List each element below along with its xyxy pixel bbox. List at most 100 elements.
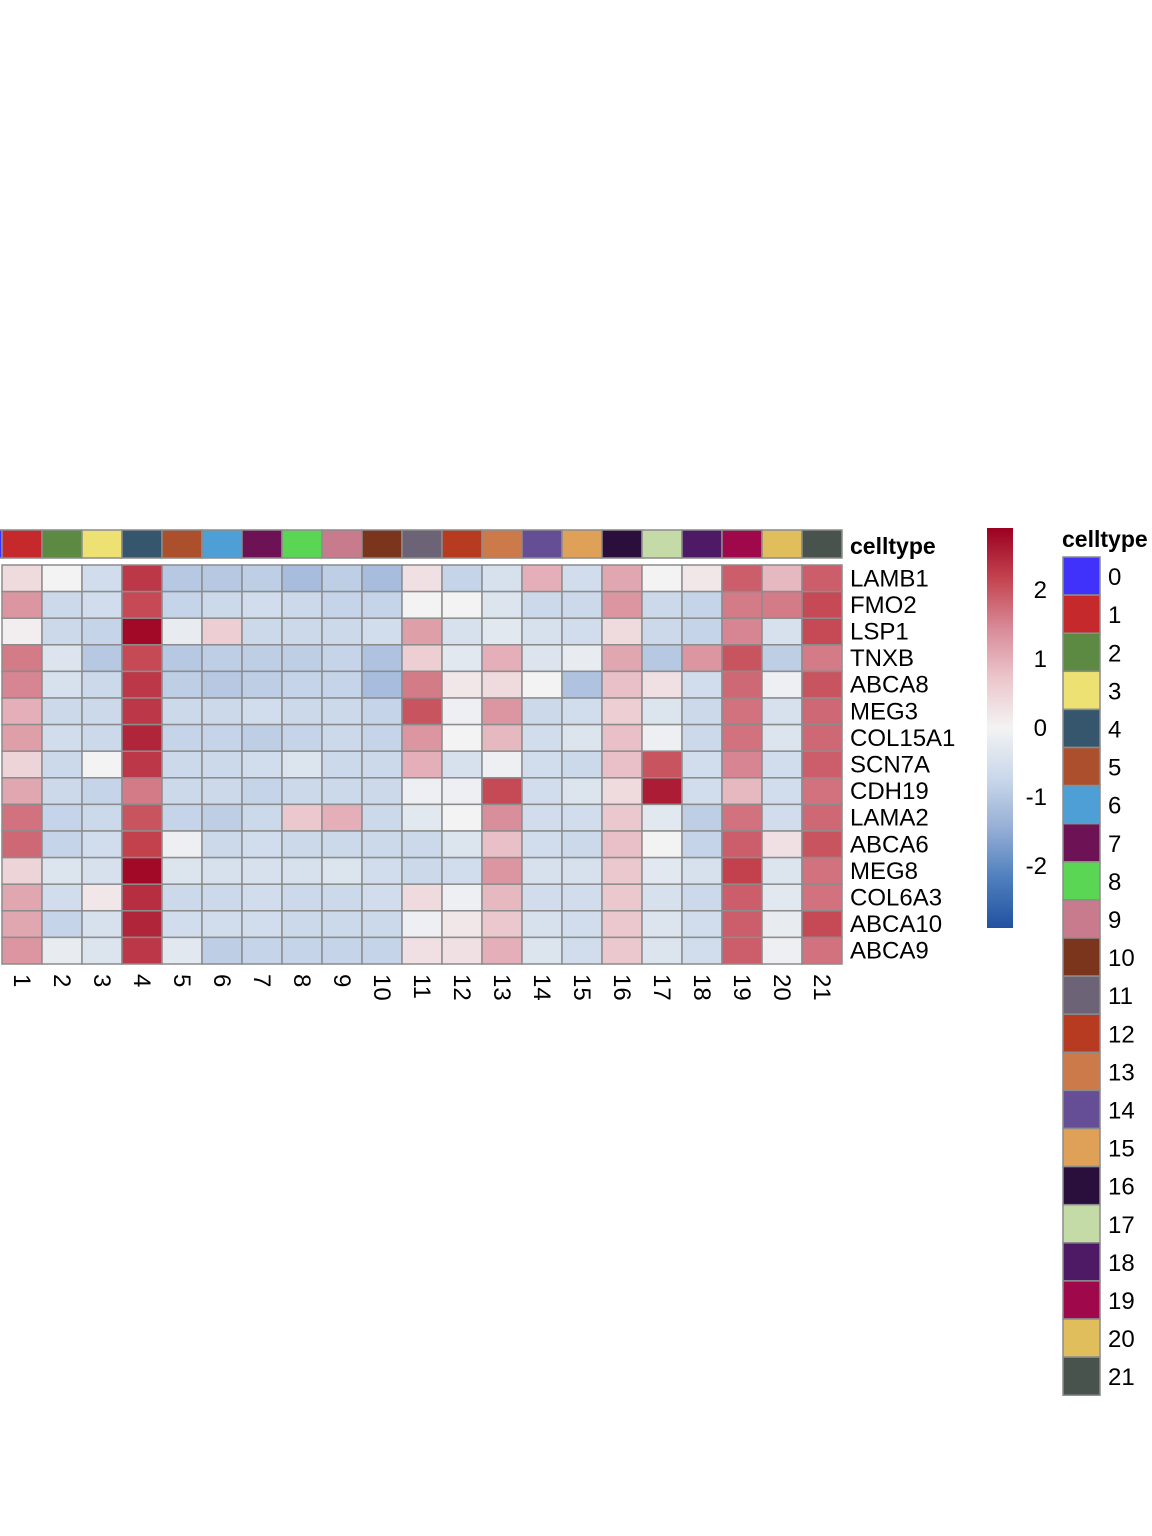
- heatmap-cell: [801, 883, 843, 912]
- heatmap-cell: [201, 750, 243, 779]
- heatmap-cell: [161, 856, 203, 885]
- legend-swatch: [1062, 784, 1101, 825]
- heatmap-cell: [721, 590, 763, 619]
- heatmap-cell: [161, 670, 203, 699]
- heatmap-cell: [241, 723, 283, 752]
- heatmap-cell: [321, 883, 363, 912]
- heatmap-cell: [801, 564, 843, 593]
- heatmap-cell: [121, 856, 163, 885]
- heatmap-cell: [241, 670, 283, 699]
- heatmap-cell: [1, 723, 43, 752]
- heatmap-cell: [81, 670, 123, 699]
- heatmap-cell: [681, 644, 723, 673]
- annotation-cell-15: [561, 529, 603, 559]
- heatmap-cell: [481, 723, 523, 752]
- legend-label: 13: [1108, 1059, 1135, 1086]
- heatmap-cell: [601, 617, 643, 646]
- annotation-cell-16: [601, 529, 643, 559]
- heatmap-cell: [521, 830, 563, 859]
- heatmap-cell: [721, 803, 763, 832]
- legend-swatch: [1062, 1089, 1101, 1130]
- annotation-cell-6: [201, 529, 243, 559]
- heatmap-cell: [121, 697, 163, 726]
- heatmap-cell: [81, 777, 123, 806]
- heatmap-cell: [281, 803, 323, 832]
- column-label: 11: [408, 974, 435, 999]
- heatmap-cell: [521, 564, 563, 593]
- legend-swatch: [1062, 632, 1101, 673]
- heatmap-cell: [521, 910, 563, 939]
- heatmap-cell: [801, 856, 843, 885]
- heatmap-cell: [521, 883, 563, 912]
- heatmap-cell: [761, 936, 803, 965]
- heatmap-cell: [201, 644, 243, 673]
- column-label: 9: [328, 974, 355, 987]
- legend-swatch: [1062, 1356, 1101, 1396]
- heatmap-cell: [41, 723, 83, 752]
- heatmap-cell: [281, 723, 323, 752]
- heatmap-cell: [481, 644, 523, 673]
- heatmap-cell: [361, 750, 403, 779]
- heatmap-cell: [1, 750, 43, 779]
- heatmap-cell: [121, 830, 163, 859]
- heatmap-cell: [601, 883, 643, 912]
- heatmap-cell: [761, 564, 803, 593]
- heatmap-cell: [521, 856, 563, 885]
- heatmap-cell: [401, 777, 443, 806]
- heatmap-cell: [641, 564, 683, 593]
- legend-label: 7: [1108, 831, 1121, 858]
- heatmap-cell: [281, 856, 323, 885]
- heatmap-cell: [1, 910, 43, 939]
- heatmap-cell: [441, 803, 483, 832]
- legend-label: 15: [1108, 1136, 1135, 1163]
- legend-swatch: [1062, 822, 1101, 863]
- heatmap-cell: [161, 777, 203, 806]
- heatmap-cell: [561, 644, 603, 673]
- heatmap-cell: [401, 644, 443, 673]
- heatmap-cell: [81, 617, 123, 646]
- heatmap-cell: [281, 883, 323, 912]
- heatmap-cell: [401, 883, 443, 912]
- heatmap-cell: [361, 910, 403, 939]
- heatmap-cell: [561, 750, 603, 779]
- heatmap-cell: [121, 590, 163, 619]
- legend-swatch: [1062, 1203, 1101, 1244]
- heatmap-cell: [401, 856, 443, 885]
- heatmap-cell: [241, 777, 283, 806]
- legend-label: 2: [1108, 640, 1121, 667]
- heatmap-cell: [401, 803, 443, 832]
- heatmap-cell: [1, 803, 43, 832]
- heatmap-cell: [161, 564, 203, 593]
- legend-label: 18: [1108, 1250, 1135, 1277]
- heatmap-cell: [601, 697, 643, 726]
- heatmap-cell: [481, 936, 523, 965]
- color-scale-bar: [987, 528, 1013, 928]
- heatmap-cell: [81, 856, 123, 885]
- heatmap-cell: [801, 910, 843, 939]
- heatmap-cell: [561, 883, 603, 912]
- heatmap-cell: [1, 617, 43, 646]
- heatmap-cell: [321, 910, 363, 939]
- heatmap-cell: [521, 803, 563, 832]
- legend-label: 1: [1108, 602, 1121, 629]
- celltype-annotation-bar: [0, 529, 843, 559]
- heatmap-cell: [681, 590, 723, 619]
- heatmap-cell: [361, 830, 403, 859]
- heatmap-cell: [321, 670, 363, 699]
- heatmap-cell: [121, 723, 163, 752]
- heatmap-cell: [561, 830, 603, 859]
- heatmap-cell: [641, 777, 683, 806]
- heatmap-cell: [601, 723, 643, 752]
- row-label: ABCA8: [850, 672, 929, 699]
- heatmap-cell: [721, 910, 763, 939]
- heatmap-cell: [401, 723, 443, 752]
- legend-label: 11: [1108, 983, 1133, 1010]
- annotation-cell-2: [41, 529, 83, 559]
- heatmap-cell: [1, 590, 43, 619]
- row-label: LAMB1: [850, 565, 929, 592]
- heatmap-cell: [121, 936, 163, 965]
- heatmap-cell: [761, 803, 803, 832]
- heatmap-cell: [641, 856, 683, 885]
- heatmap-cell: [121, 564, 163, 593]
